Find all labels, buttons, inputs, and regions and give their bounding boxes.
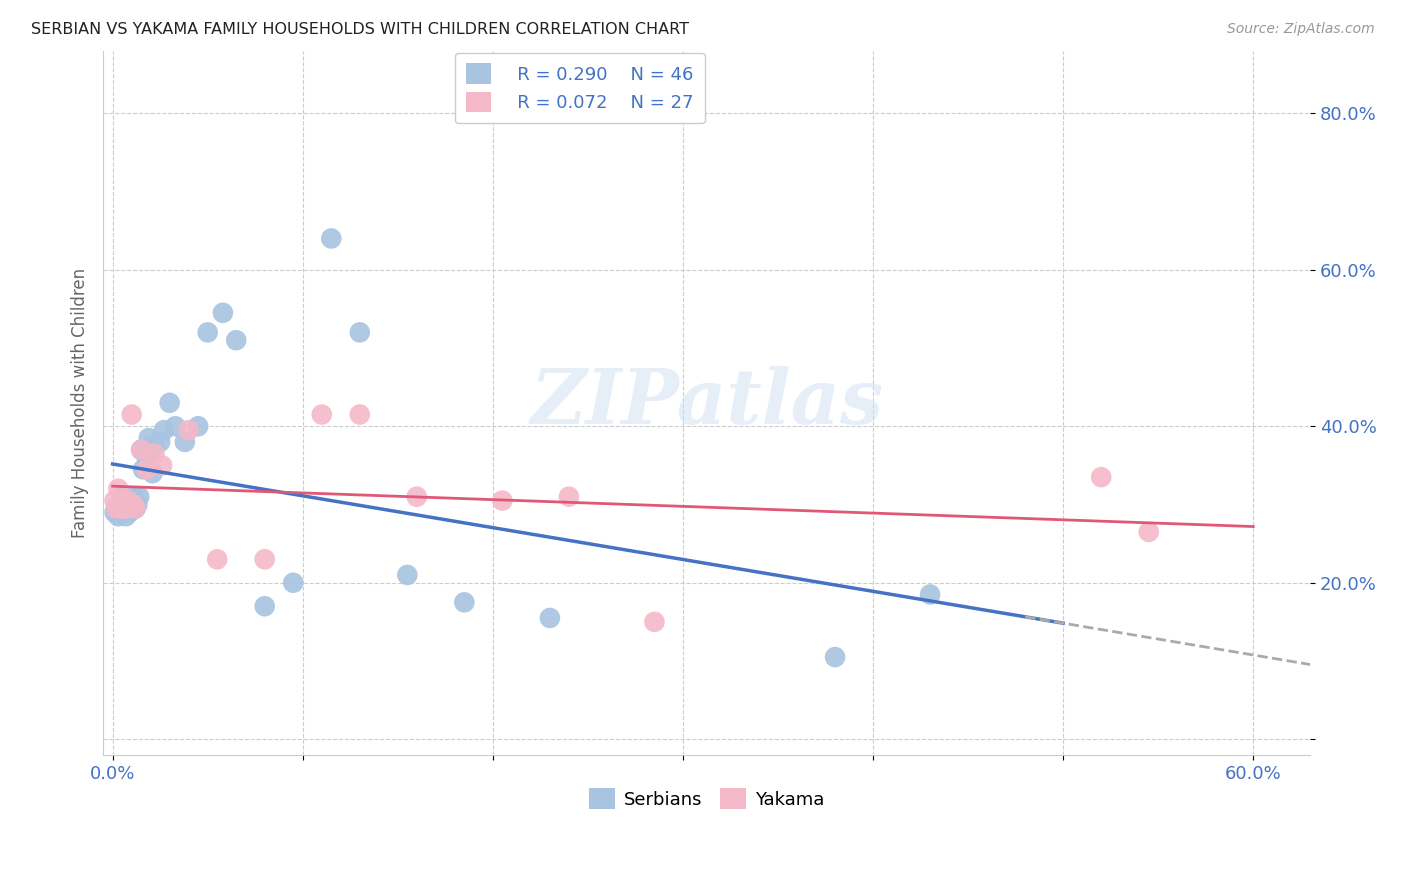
Point (105, 501, 128, 516)
Point (165, 419, 187, 434)
Point (153, 423, 176, 437)
Point (824, 650, 846, 665)
Point (121, 498, 143, 512)
Point (253, 599, 276, 614)
Point (110, 501, 132, 516)
Point (107, 482, 129, 496)
Point (205, 552, 228, 566)
Point (103, 505, 125, 519)
Point (107, 509, 129, 524)
Point (118, 505, 141, 519)
Point (643, 615, 665, 629)
Point (105, 501, 128, 516)
Point (453, 595, 475, 609)
Point (129, 442, 152, 457)
Point (112, 498, 135, 512)
Point (117, 493, 139, 508)
Point (132, 462, 155, 476)
Point (143, 439, 166, 453)
Point (321, 231, 343, 245)
Point (349, 408, 371, 422)
Point (1090, 470, 1112, 484)
Point (110, 501, 132, 516)
Point (187, 419, 209, 434)
Point (138, 431, 160, 445)
Point (103, 493, 125, 508)
Y-axis label: Family Households with Children: Family Households with Children (72, 268, 89, 538)
Point (150, 458, 173, 473)
Point (112, 501, 135, 516)
Point (111, 493, 134, 508)
Point (142, 467, 165, 481)
Point (225, 333, 247, 347)
Point (121, 408, 143, 422)
Point (396, 568, 419, 582)
Point (135, 462, 157, 476)
Point (134, 447, 156, 461)
Point (129, 442, 152, 457)
Point (115, 501, 138, 516)
Point (159, 396, 181, 410)
Point (112, 501, 135, 516)
Point (173, 434, 195, 449)
Point (253, 552, 276, 566)
Point (111, 490, 134, 504)
Legend: Serbians, Yakama: Serbians, Yakama (582, 781, 831, 816)
Point (117, 501, 139, 516)
Point (139, 439, 162, 453)
Point (110, 498, 132, 512)
Point (212, 306, 235, 320)
Text: ZIPatlas: ZIPatlas (530, 366, 883, 440)
Point (115, 505, 138, 519)
Point (558, 490, 581, 504)
Point (122, 490, 145, 504)
Point (920, 587, 942, 601)
Text: SERBIAN VS YAKAMA FAMILY HOUSEHOLDS WITH CHILDREN CORRELATION CHART: SERBIAN VS YAKAMA FAMILY HOUSEHOLDS WITH… (31, 22, 689, 37)
Point (149, 434, 172, 449)
Point (121, 501, 143, 516)
Point (122, 498, 145, 512)
Point (124, 501, 146, 516)
Point (311, 408, 333, 422)
Point (111, 493, 134, 508)
Point (349, 326, 371, 340)
Point (135, 450, 157, 465)
Point (538, 611, 561, 625)
Point (405, 490, 427, 504)
Point (127, 498, 149, 512)
Point (491, 493, 513, 508)
Point (1137, 524, 1160, 539)
Point (177, 423, 200, 437)
Point (283, 575, 305, 590)
Point (115, 509, 138, 524)
Point (117, 498, 139, 512)
Point (128, 490, 150, 504)
Point (124, 501, 146, 516)
Text: Source: ZipAtlas.com: Source: ZipAtlas.com (1227, 22, 1375, 37)
Point (197, 326, 219, 340)
Point (143, 447, 166, 461)
Point (118, 498, 141, 512)
